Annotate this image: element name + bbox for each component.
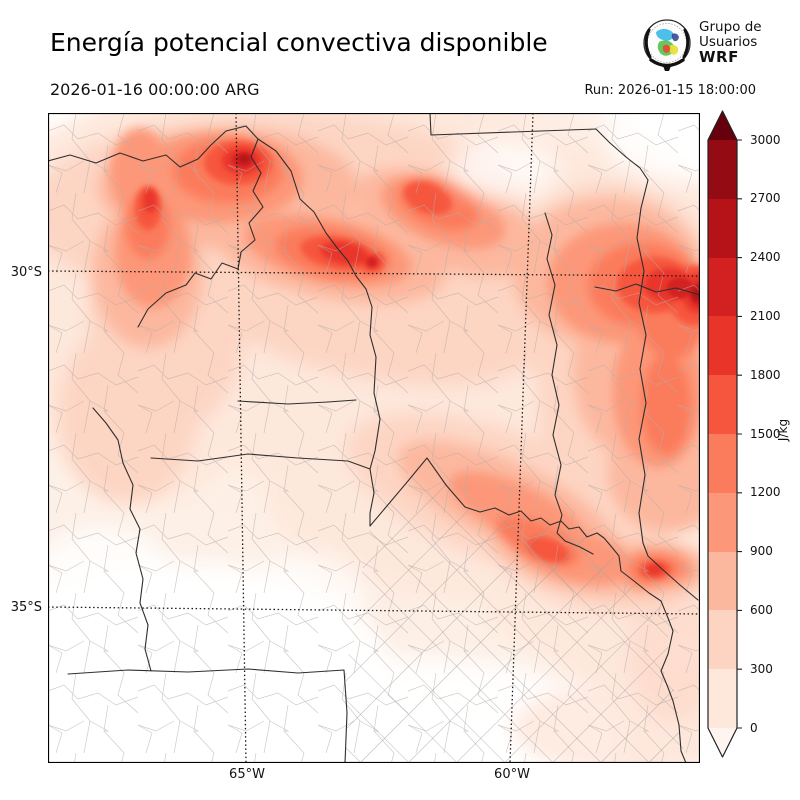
colorbar-segment	[708, 492, 737, 552]
colorbar-tick-label: 1800	[750, 367, 781, 382]
colorbar-segment	[708, 257, 737, 317]
colorbar-under-arrow	[708, 727, 737, 757]
x-axis-label-60w: 60°W	[494, 767, 530, 782]
map-border	[48, 113, 700, 763]
y-axis-label-30s: 30°S	[10, 265, 42, 280]
logo-line-3: WRF	[699, 48, 739, 66]
x-axis-label-65w: 65°W	[229, 767, 265, 782]
wrf-logo-text: Grupo de Usuarios WRF	[699, 20, 762, 65]
valid-time-label: 2026-01-16 00:00:00 ARG	[50, 80, 260, 99]
colorbar-tick-label: 1500	[750, 426, 781, 441]
colorbar-unit-label: J/kg	[776, 418, 790, 442]
logo-line-2: Usuarios	[699, 34, 758, 50]
colorbar-tick-label: 0	[750, 720, 758, 735]
colorbar-tick-label: 2400	[750, 250, 781, 265]
cape-map-image	[48, 113, 700, 763]
colorbar-tick-label: 900	[750, 544, 773, 559]
colorbar-tick-label: 600	[750, 602, 773, 617]
colorbar-segment	[708, 551, 737, 611]
logo-line-1: Grupo de	[699, 19, 762, 35]
colorbar-segment	[708, 433, 737, 493]
colorbar-segment	[708, 140, 737, 199]
graticule-lines	[48, 113, 700, 763]
wrf-logo-globe-icon	[643, 19, 691, 71]
colorbar	[708, 111, 737, 757]
buenos-aires-county-mesh	[345, 458, 686, 763]
colorbar-tick-label: 1200	[750, 485, 781, 500]
colorbar-tick-label: 300	[750, 661, 773, 676]
colorbar-segment	[708, 316, 737, 376]
colorbar-segment	[708, 375, 737, 434]
colorbar-tick-label: 2700	[750, 191, 781, 206]
colorbar-tick-label: 3000	[750, 132, 781, 147]
colorbar-segment	[708, 669, 737, 728]
y-axis-label-35s: 35°S	[10, 600, 42, 615]
run-time-label: Run: 2026-01-15 18:00:00	[584, 83, 756, 98]
province-borders	[48, 113, 700, 763]
colorbar-over-arrow	[708, 111, 737, 140]
page-title: Energía potencial convectiva disponible	[50, 28, 548, 57]
colorbar-segment	[708, 198, 737, 258]
colorbar-segment	[708, 610, 737, 670]
colorbar-tick-label: 2100	[750, 308, 781, 323]
